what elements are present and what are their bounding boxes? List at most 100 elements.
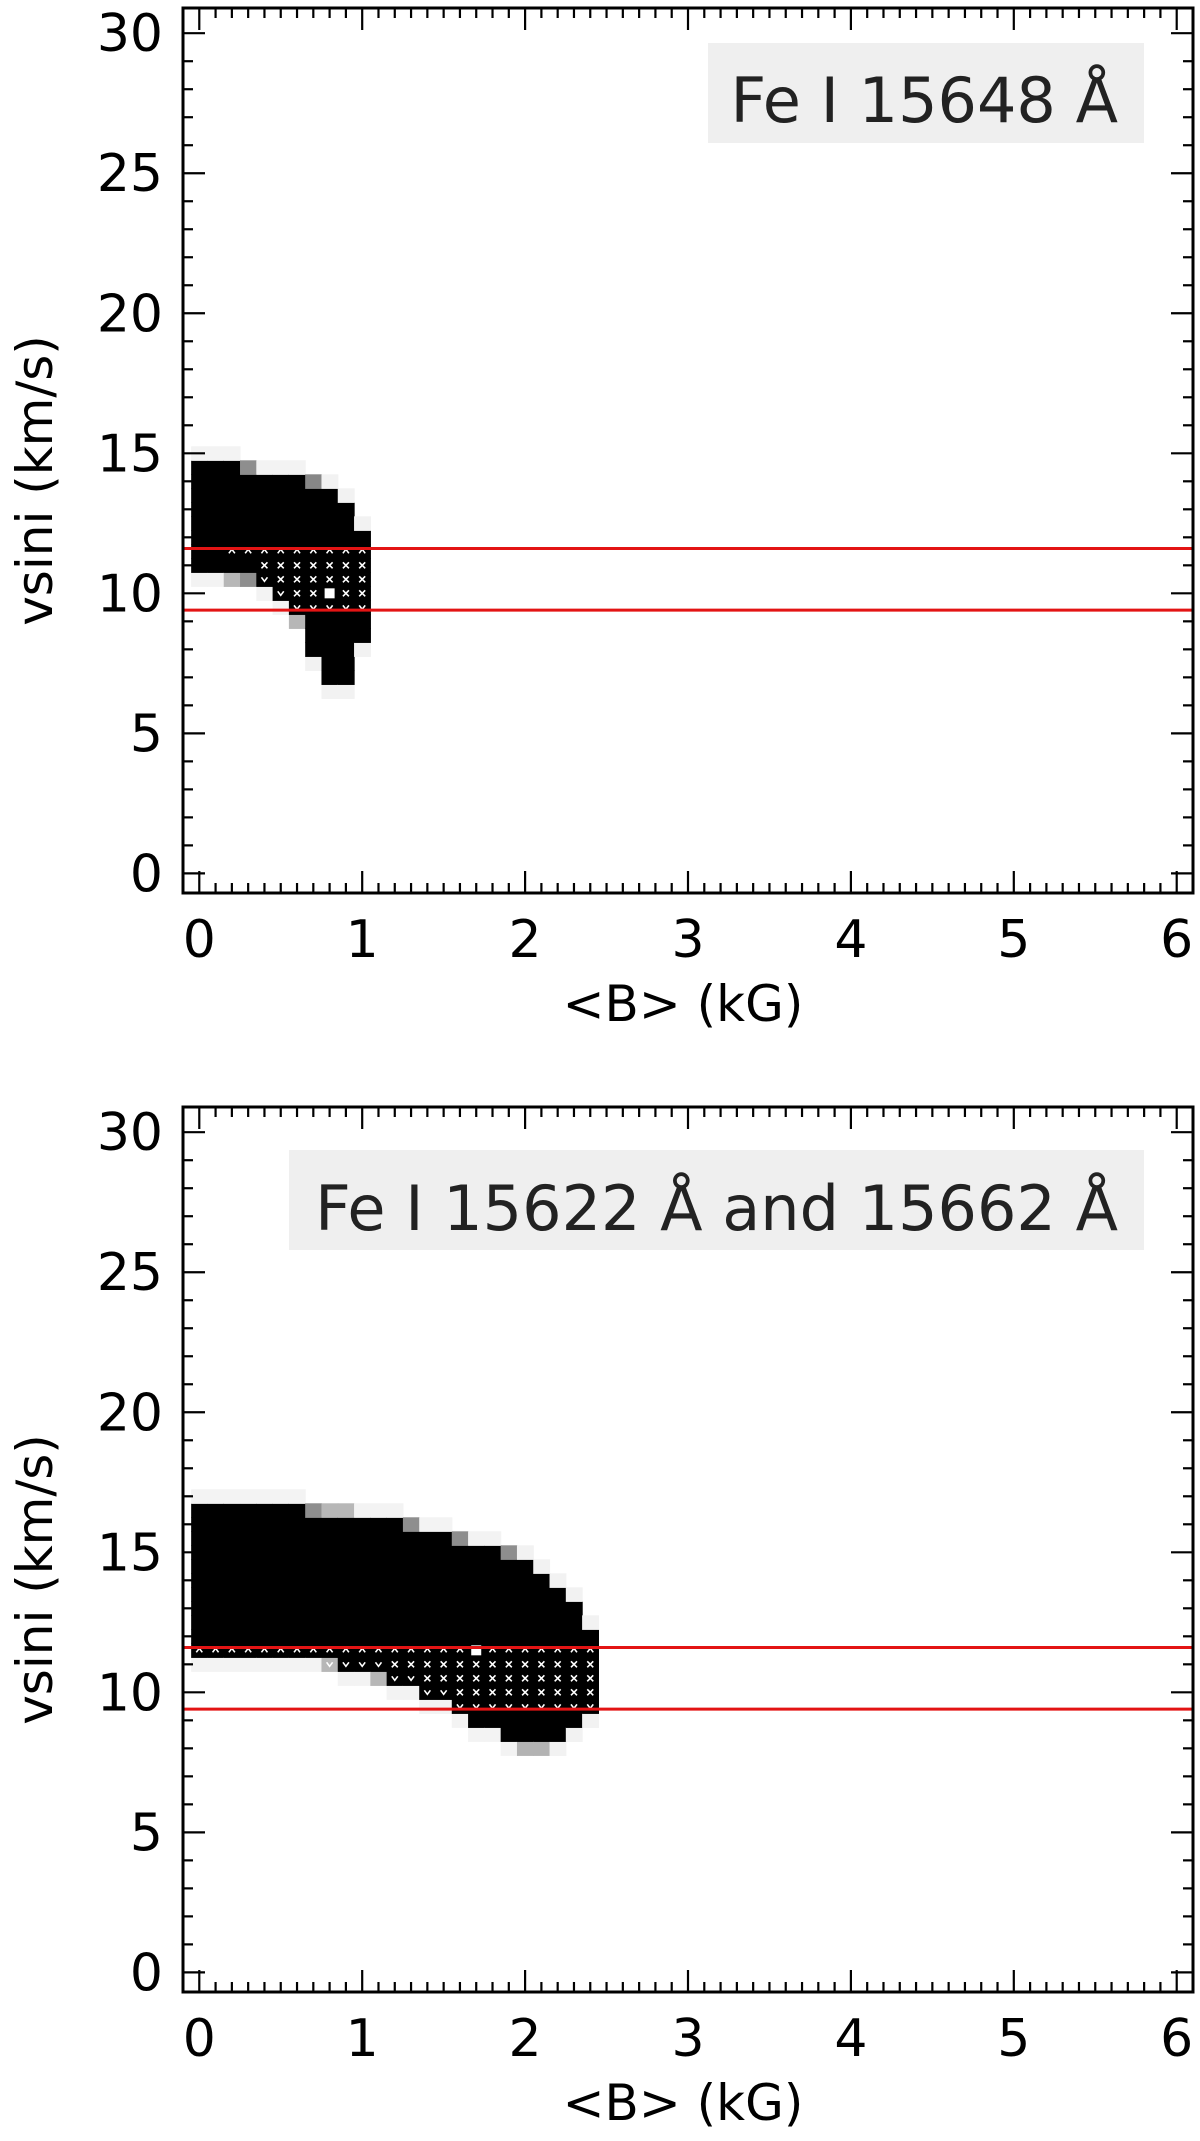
heatmap-cell <box>402 1559 420 1574</box>
heatmap-cell <box>191 1517 209 1532</box>
axis-ticks <box>183 8 1193 893</box>
heatmap-cell <box>272 1503 290 1518</box>
heatmap-cell <box>223 1601 241 1616</box>
heatmap-cell <box>500 1587 518 1602</box>
heatmap-cell <box>337 1615 355 1630</box>
heatmap-cell <box>321 1559 339 1574</box>
heatmap-cell <box>256 1559 274 1574</box>
heatmap-cell <box>468 1615 485 1630</box>
heatmap-cell <box>354 1587 371 1602</box>
cross-marker <box>521 1688 529 1696</box>
heatmap-cell <box>451 1545 469 1560</box>
heatmap-cell <box>533 1643 551 1658</box>
heatmap-cell <box>484 1643 502 1658</box>
heatmap-cell <box>402 1517 420 1532</box>
cross-marker <box>277 575 285 583</box>
heatmap-cell <box>468 1629 485 1644</box>
heatmap-cell <box>533 1559 551 1574</box>
heatmap-cell <box>484 1615 502 1630</box>
heatmap-cell <box>256 1531 274 1546</box>
heatmap-cell <box>207 1489 225 1504</box>
heatmap-cell <box>191 558 209 573</box>
heatmap-cell <box>191 1503 209 1518</box>
heatmap-cell <box>240 530 257 545</box>
heatmap-cell <box>191 1559 209 1574</box>
heatmap-cell <box>305 1601 323 1616</box>
heatmap-cell <box>223 558 241 573</box>
y-tick-label: 25 <box>97 144 163 204</box>
heatmap-cell <box>386 1517 404 1532</box>
heatmap-cell <box>321 530 339 545</box>
heatmap-cell <box>191 1587 209 1602</box>
heatmap-cell <box>207 1629 225 1644</box>
x-tick-label: 4 <box>834 2009 867 2069</box>
heatmap-cell <box>223 1629 241 1644</box>
heatmap-cell <box>516 1559 534 1574</box>
heatmap-cell <box>370 1503 388 1518</box>
cross-marker <box>586 1688 594 1696</box>
heatmap-cell <box>549 1601 567 1616</box>
heatmap-cell <box>240 544 257 559</box>
heatmap-cell <box>223 516 241 531</box>
heatmap-cell <box>435 1587 453 1602</box>
heatmap-cell <box>354 544 371 559</box>
heatmap-cell <box>256 1489 274 1504</box>
heatmap-cell <box>240 1643 257 1658</box>
heatmap-cell <box>354 1573 371 1588</box>
heatmap-cell <box>370 1573 388 1588</box>
x-tick-label: 5 <box>997 910 1030 970</box>
heatmap-cell <box>256 488 274 503</box>
caret-marker <box>440 1689 448 1696</box>
heatmap-cell <box>321 614 339 629</box>
heatmap-cell <box>305 1629 323 1644</box>
heatmap-cell <box>223 1503 241 1518</box>
cross-marker <box>472 1660 480 1668</box>
heatmap-cell <box>386 1629 404 1644</box>
heatmap-cell <box>435 1699 453 1714</box>
heatmap-cell <box>565 1643 583 1658</box>
heatmap-cell <box>419 1629 437 1644</box>
heatmap-cell <box>386 1573 404 1588</box>
heatmap-cell <box>565 1713 583 1728</box>
heatmap-cell <box>223 1657 241 1672</box>
cross-marker <box>440 1674 448 1682</box>
heatmap-cell <box>207 516 225 531</box>
cross-marker <box>570 1660 578 1668</box>
heatmap-cell <box>272 1489 290 1504</box>
heatmap-cell <box>305 1545 323 1560</box>
x-tick-label: 3 <box>671 2009 704 2069</box>
cross-marker <box>554 1674 562 1682</box>
heatmap-cell <box>191 1615 209 1630</box>
heatmap-cell <box>337 1643 355 1658</box>
cross-marker <box>456 1688 464 1696</box>
annotation-text: Fe I 15622 Å and 15662 Å <box>315 1172 1118 1245</box>
heatmap-cells <box>191 1489 599 1756</box>
heatmap-cell <box>305 474 323 489</box>
heatmap-cell <box>500 1713 518 1728</box>
heatmap-cell <box>272 488 290 503</box>
cross-marker <box>342 561 350 569</box>
heatmap-cell <box>305 1517 323 1532</box>
cross-marker <box>293 589 301 597</box>
cross-marker <box>472 1674 480 1682</box>
heatmap-cell <box>272 600 290 615</box>
heatmap-cell <box>272 1559 290 1574</box>
heatmap-cell <box>435 1601 453 1616</box>
heatmap-cell <box>305 1587 323 1602</box>
cross-marker <box>342 575 350 583</box>
cross-marker <box>423 1660 431 1668</box>
heatmap-cell <box>419 1601 437 1616</box>
heatmap-cell <box>288 460 306 475</box>
cross-marker <box>521 1674 529 1682</box>
heatmap-cell <box>484 1727 502 1742</box>
x-tick-label: 6 <box>1160 910 1193 970</box>
heatmap-cell <box>451 1559 469 1574</box>
heatmap-cell <box>223 474 241 489</box>
heatmap-cell <box>207 530 225 545</box>
cross-marker <box>505 1660 513 1668</box>
heatmap-cell <box>337 1545 355 1560</box>
heatmap-cell <box>370 1545 388 1560</box>
heatmap-cell <box>256 502 274 517</box>
heatmap-cell <box>565 1629 583 1644</box>
